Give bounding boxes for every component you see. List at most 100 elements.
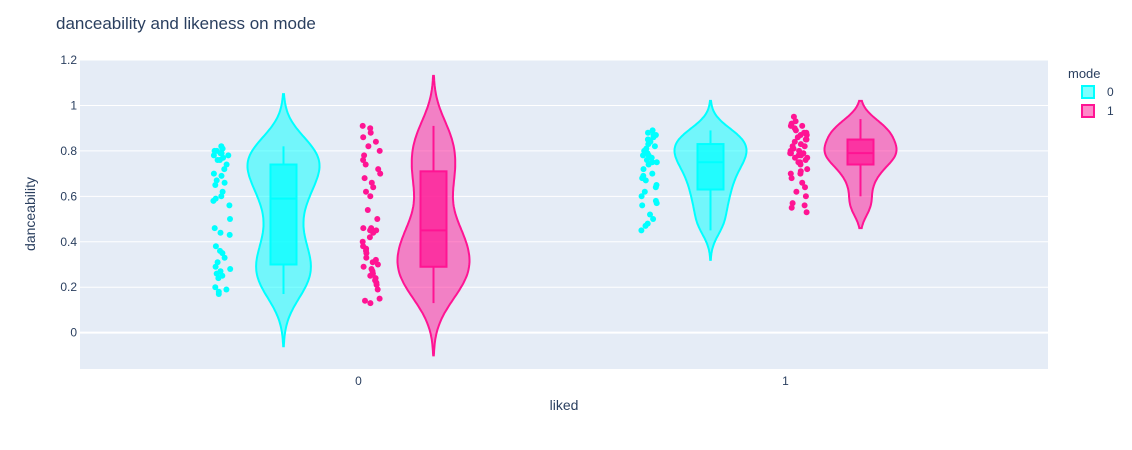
data-point (649, 170, 656, 177)
data-point (638, 193, 645, 200)
data-point (211, 225, 218, 232)
data-point (652, 184, 659, 191)
data-point (368, 179, 375, 186)
data-point (360, 263, 367, 270)
box-iqr (696, 143, 725, 191)
y-tick-label: 0.4 (60, 235, 77, 249)
data-point (792, 154, 798, 161)
data-point (649, 127, 656, 134)
data-point (212, 284, 219, 291)
data-point (219, 188, 226, 195)
y-tick-label: 0.2 (60, 280, 77, 294)
data-point (223, 286, 230, 293)
data-point (640, 152, 646, 159)
data-point (790, 113, 797, 120)
data-point (367, 272, 374, 279)
data-point (215, 291, 222, 297)
data-point (363, 188, 369, 195)
legend-swatch-1 (1081, 104, 1095, 118)
data-point (797, 170, 804, 177)
data-point (639, 202, 646, 209)
data-point (362, 297, 368, 304)
data-point (804, 166, 811, 173)
data-point (789, 200, 796, 207)
data-point (370, 184, 377, 191)
data-point (802, 157, 809, 163)
data-point (361, 152, 368, 159)
data-point (788, 204, 795, 211)
box-iqr (419, 170, 448, 268)
data-point (640, 166, 647, 173)
data-point (363, 254, 370, 261)
data-point (642, 222, 649, 229)
box-iqr (269, 163, 298, 266)
data-point (210, 197, 217, 204)
data-point (376, 295, 383, 302)
data-point (367, 125, 374, 132)
y-tick-label: 0.6 (60, 189, 77, 203)
y-axis-ticks: 0 0.2 0.4 0.6 0.8 1 1.2 (60, 53, 77, 340)
data-point (365, 143, 372, 150)
data-point (653, 200, 660, 207)
data-point (372, 138, 379, 145)
data-point (645, 161, 652, 168)
data-point (221, 179, 228, 186)
data-point (802, 193, 809, 200)
legend-title: mode (1068, 66, 1101, 81)
data-point (803, 132, 810, 138)
data-point (793, 188, 800, 195)
data-point (226, 202, 233, 209)
data-point (374, 261, 381, 268)
legend[interactable]: mode 0 1 (1068, 66, 1114, 118)
plot-area (80, 60, 1048, 369)
data-point (215, 275, 222, 282)
data-point (791, 138, 798, 145)
data-point (792, 127, 799, 134)
data-point (787, 150, 794, 157)
data-point (214, 259, 221, 266)
x-axis-title: liked (550, 397, 579, 413)
data-point (377, 170, 384, 177)
grid-lines (80, 59, 1048, 334)
data-point (226, 231, 233, 238)
x-tick-label: 1 (782, 374, 789, 388)
data-point (212, 243, 219, 250)
data-point (794, 134, 801, 141)
data-point (650, 134, 657, 141)
trace-mode-1 (359, 74, 898, 357)
data-point (360, 134, 367, 141)
data-point (221, 166, 228, 173)
data-point (218, 172, 225, 179)
data-point (803, 136, 810, 143)
y-tick-label: 1 (70, 98, 77, 112)
data-point (361, 175, 368, 182)
data-point (648, 154, 655, 161)
data-point (360, 225, 367, 232)
data-point (367, 300, 374, 307)
data-point (638, 227, 645, 234)
data-point (219, 250, 226, 257)
data-point (376, 147, 383, 154)
y-tick-label: 0.8 (60, 144, 77, 158)
data-point (645, 141, 652, 148)
y-tick-label: 0 (70, 326, 77, 340)
data-point (367, 193, 374, 200)
data-point (360, 157, 367, 163)
data-point (217, 229, 224, 236)
data-point (369, 259, 376, 266)
data-point (653, 159, 660, 166)
data-point (642, 177, 649, 184)
data-point (643, 157, 650, 163)
data-point (650, 216, 657, 222)
data-point (801, 202, 808, 209)
data-point (641, 188, 648, 195)
data-point (645, 129, 651, 136)
data-point (210, 170, 217, 177)
data-point (374, 286, 381, 293)
data-point (359, 238, 366, 245)
data-point (803, 209, 810, 216)
trace-mode-0 (210, 93, 748, 348)
chart-title: danceability and likeness on mode (56, 14, 316, 33)
